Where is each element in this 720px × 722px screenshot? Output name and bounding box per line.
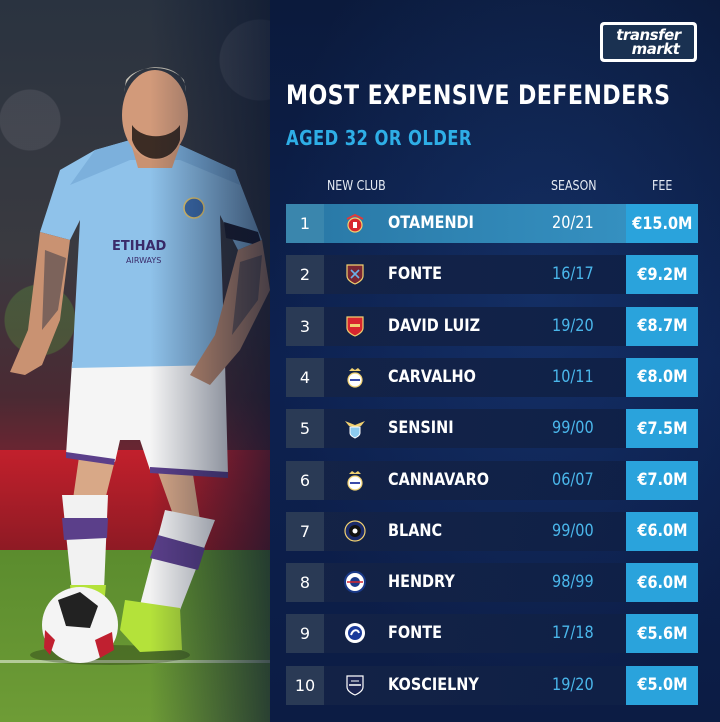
dalian-crest-icon [343, 621, 367, 645]
season-cell: 19/20 [552, 315, 594, 336]
table-row: 6 CANNAVARO 06/07 €7.0M [286, 460, 698, 500]
table-row: 10 KOSCIELNY 19/20 €5.0M [286, 665, 698, 705]
table-row: 7 BLANC 99/00 €6.0M [286, 511, 698, 551]
rank-cell: 7 [286, 511, 324, 551]
west-ham-crest-icon [343, 262, 367, 286]
row-body: FONTE 16/17 [324, 255, 626, 295]
row-body: KOSCIELNY 19/20 [324, 665, 626, 705]
row-body: DAVID LUIZ 19/20 [324, 306, 626, 346]
fee-cell: €6.0M [626, 563, 698, 603]
row-body: BLANC 99/00 [324, 511, 626, 551]
table-row: 3 DAVID LUIZ 19/20 €8.7M [286, 306, 698, 346]
fee-cell: €5.6M [626, 614, 698, 654]
rank-cell: 1 [286, 204, 324, 243]
season-cell: 16/17 [552, 264, 594, 285]
svg-text:AIRWAYS: AIRWAYS [126, 256, 161, 265]
row-body: HENDRY 98/99 [324, 563, 626, 603]
benfica-crest-icon [343, 211, 367, 235]
table-row: 9 FONTE 17/18 €5.6M [286, 614, 698, 654]
season-cell: 06/07 [552, 469, 594, 490]
row-body: CARVALHO 10/11 [324, 357, 626, 397]
row-body: CANNAVARO 06/07 [324, 460, 626, 500]
fee-cell: €5.0M [626, 665, 698, 705]
fee-cell: €6.0M [626, 511, 698, 551]
column-header-club: NEW CLUB [327, 179, 386, 194]
season-cell: 17/18 [552, 623, 594, 644]
page-subtitle: AGED 32 OR OLDER [286, 126, 472, 150]
rank-cell: 5 [286, 409, 324, 449]
column-header-fee: FEE [652, 179, 673, 194]
column-header-season: SEASON [551, 179, 597, 194]
fee-value: €15.0M [631, 213, 693, 234]
table-row: 8 HENDRY 98/99 €6.0M [286, 563, 698, 603]
rank-cell: 9 [286, 614, 324, 654]
page-title: MOST EXPENSIVE DEFENDERS [286, 80, 671, 111]
rangers-crest-icon [343, 570, 367, 594]
fee-value: €8.0M [636, 367, 688, 388]
player-name: HENDRY [388, 572, 455, 593]
player-name: FONTE [388, 623, 442, 644]
transfermarkt-logo: transfer markt [600, 22, 697, 62]
table-row: 5 SENSINI 99/00 €7.5M [286, 409, 698, 449]
player-name: KOSCIELNY [388, 674, 479, 695]
fee-cell: €9.2M [626, 255, 698, 295]
player-name: DAVID LUIZ [388, 315, 481, 336]
arsenal-crest-icon [343, 314, 367, 338]
row-body: OTAMENDI 20/21 [324, 204, 626, 243]
table-row: 2 FONTE 16/17 €9.2M [286, 255, 698, 295]
season-cell: 99/00 [552, 418, 594, 439]
fee-value: €7.0M [636, 470, 688, 490]
season-cell: 10/11 [552, 366, 594, 387]
fee-value: €5.0M [636, 675, 688, 696]
fee-cell: €15.0M [626, 204, 698, 243]
real-madrid-crest-icon [343, 468, 367, 492]
player-name: OTAMENDI [388, 213, 474, 233]
rank-cell: 4 [286, 357, 324, 397]
player-name: FONTE [388, 264, 442, 285]
fee-value: €7.5M [636, 418, 688, 439]
logo-text-line1: transfer [616, 26, 681, 44]
row-body: SENSINI 99/00 [324, 409, 626, 449]
logo-text-line2: markt [631, 40, 680, 58]
fee-cell: €7.5M [626, 409, 698, 449]
lazio-crest-icon [343, 416, 367, 440]
season-cell: 19/20 [552, 674, 594, 695]
fee-cell: €8.0M [626, 357, 698, 397]
player-name: CANNAVARO [388, 469, 489, 490]
fee-value: €8.7M [636, 316, 688, 337]
fee-cell: €7.0M [626, 460, 698, 500]
player-name: CARVALHO [388, 366, 476, 387]
bordeaux-crest-icon [343, 673, 367, 697]
player-name: SENSINI [388, 418, 454, 439]
fee-value: €9.2M [636, 264, 688, 285]
rank-cell: 8 [286, 563, 324, 603]
season-cell: 99/00 [552, 520, 594, 541]
fee-value: €6.0M [636, 572, 688, 593]
row-body: FONTE 17/18 [324, 614, 626, 654]
inter-crest-icon [343, 519, 367, 543]
table-row: 4 CARVALHO 10/11 €8.0M [286, 357, 698, 397]
player-name: BLANC [388, 520, 443, 541]
rank-cell: 2 [286, 255, 324, 295]
real-madrid-crest-icon [343, 365, 367, 389]
table-row: 1 OTAMENDI 20/21 €15.0M [286, 204, 698, 243]
fee-value: €6.0M [636, 521, 688, 542]
season-cell: 20/21 [552, 213, 594, 233]
fee-cell: €8.7M [626, 306, 698, 346]
fee-value: €5.6M [636, 623, 688, 644]
rank-cell: 6 [286, 460, 324, 500]
rank-cell: 3 [286, 306, 324, 346]
rank-cell: 10 [286, 665, 324, 705]
season-cell: 98/99 [552, 572, 594, 593]
